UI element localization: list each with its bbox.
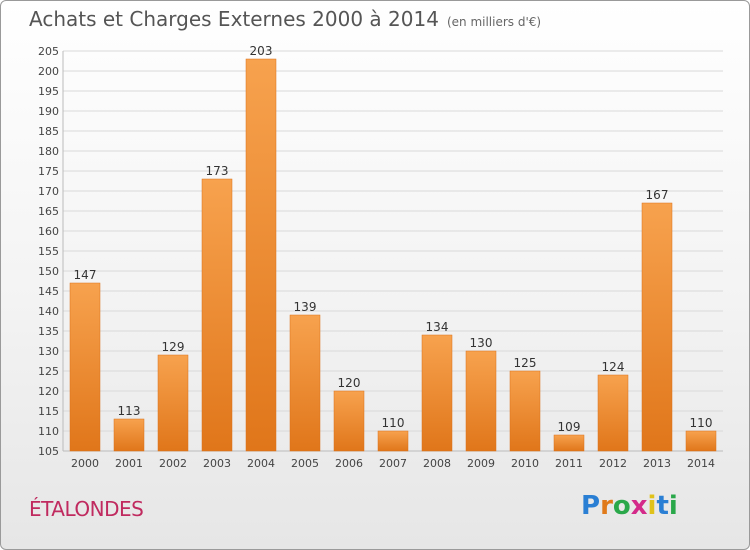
y-tick-label: 155 [38,245,59,258]
y-tick-label: 180 [38,145,59,158]
chart-title: Achats et Charges Externes 2000 à 2014 (e… [29,7,541,31]
data-label-2014: 110 [690,416,713,430]
bar-2003 [201,178,233,452]
bar-2010 [509,370,541,452]
x-tick-label: 2001 [115,457,143,470]
y-tick-label: 175 [38,165,59,178]
logo-letter: i [668,491,678,521]
bar-2012 [597,374,629,452]
x-tick-label: 2014 [687,457,715,470]
logo-letter: o [612,491,631,521]
x-tick-label: 2010 [511,457,539,470]
y-tick-label: 120 [38,385,59,398]
y-tick-label: 115 [38,405,59,418]
data-label-2010: 125 [514,356,537,370]
proxiti-logo: Proxiti [581,491,678,521]
data-label-2008: 134 [426,320,449,334]
logo-letter: t [656,491,669,521]
data-label-2003: 173 [206,164,229,178]
x-tick-label: 2000 [71,457,99,470]
y-tick-label: 145 [38,285,59,298]
y-tick-label: 160 [38,225,59,238]
x-tick-label: 2005 [291,457,319,470]
y-tick-label: 200 [38,65,59,78]
x-tick-label: 2008 [423,457,451,470]
x-tick-label: 2011 [555,457,583,470]
x-tick-label: 2007 [379,457,407,470]
data-labels: 147 113 129 173 203 139 120 110 134 130 125 109 124 1… [74,44,713,434]
data-label-2011: 109 [558,420,581,434]
y-tick-label: 150 [38,265,59,278]
chart-unit: (en milliers d'€) [446,15,542,29]
bar-2014 [685,430,717,452]
bar-2008 [421,334,453,452]
y-tick-label: 105 [38,445,59,458]
bar-2006 [333,390,365,452]
y-tick-label: 140 [38,305,59,318]
bar-2009 [465,350,497,452]
y-tick-label: 125 [38,365,59,378]
logo-letter: i [647,491,657,521]
bar-2000 [69,282,101,452]
y-tick-label: 135 [38,325,59,338]
bar-2005 [289,314,321,452]
x-tick-label: 2012 [599,457,627,470]
x-tick-label: 2002 [159,457,187,470]
data-label-2001: 113 [118,404,141,418]
x-tick-label: 2009 [467,457,495,470]
bar-2004 [245,58,277,452]
bar-2011 [553,434,585,452]
chart-title-text: Achats et Charges Externes 2000 à 2014 [29,7,439,31]
y-tick-label: 165 [38,205,59,218]
x-tick-label: 2013 [643,457,671,470]
data-label-2005: 139 [294,300,317,314]
y-tick-label: 110 [38,425,59,438]
logo-letter: P [581,491,601,521]
data-label-2000: 147 [74,268,97,282]
data-label-2007: 110 [382,416,405,430]
bars [69,58,717,452]
bar-2002 [157,354,189,452]
data-label-2002: 129 [162,340,185,354]
commune-name: ÉTALONDES [29,497,144,521]
data-label-2009: 130 [470,336,493,350]
x-tick-label: 2004 [247,457,275,470]
y-tick-label: 190 [38,105,59,118]
x-tick-label: 2003 [203,457,231,470]
y-tick-label: 130 [38,345,59,358]
logo-letter: x [630,491,648,521]
y-axis-ticks: 105 110 115 120 125 130 135 140 145 150 155 160 165 1… [38,45,59,458]
data-label-2004: 203 [250,44,273,58]
data-label-2013: 167 [646,188,669,202]
bar-2013 [641,202,673,452]
y-tick-label: 195 [38,85,59,98]
y-tick-label: 170 [38,185,59,198]
x-tick-label: 2006 [335,457,363,470]
data-label-2006: 120 [338,376,361,390]
data-label-2012: 124 [602,360,625,374]
x-axis-ticks: 2000 2001 2002 2003 2004 2005 2006 2007 2008 2009… [71,457,715,470]
bar-2007 [377,430,409,452]
y-tick-label: 185 [38,125,59,138]
bar-2001 [113,418,145,452]
y-tick-label: 205 [38,45,59,58]
logo-letter: r [600,491,613,521]
